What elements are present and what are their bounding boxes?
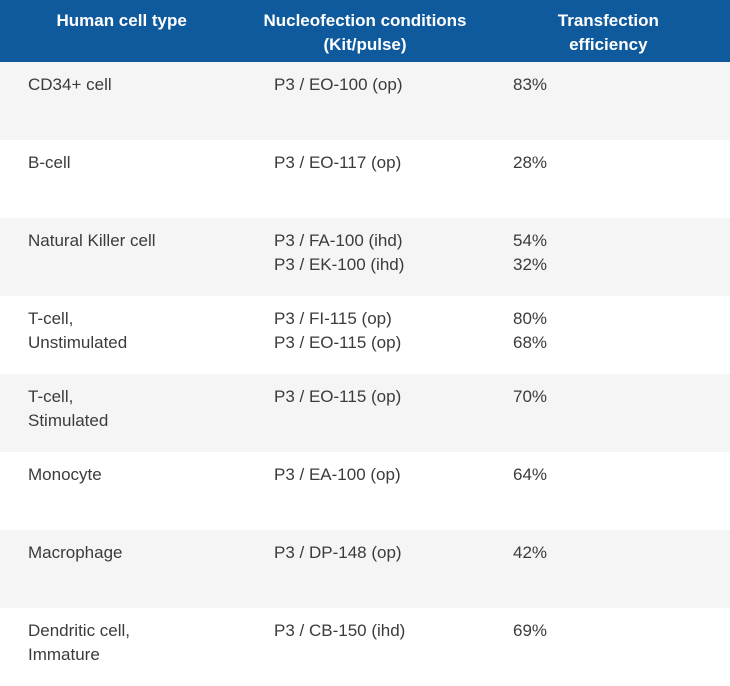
column-header-nucleofection-conditions: Nucleofection conditions (Kit/pulse): [263, 11, 467, 54]
cell-transfection-efficiency: 28%: [513, 153, 548, 172]
table-row: Macrophage P3 / DP-148 (op) 42%: [0, 530, 730, 608]
table-body: CD34+ cell P3 / EO-100 (op) 83% B-cell P3 / …: [0, 62, 730, 686]
cell-nucleofection-conditions: P3 / EA-100 (op): [274, 465, 401, 484]
cell-human-cell-type: B-cell: [28, 153, 71, 172]
cell-nucleofection-conditions: P3 / EO-117 (op): [274, 153, 402, 172]
cell-nucleofection-conditions: P3 / DP-148 (op): [274, 543, 402, 562]
cell-human-cell-type: Monocyte: [28, 465, 102, 484]
table-row: Dendritic cell, Immature P3 / CB-150 (ihd…: [0, 608, 730, 686]
cell-transfection-efficiency: 70%: [513, 387, 548, 406]
cell-transfection-efficiency: 42%: [513, 543, 548, 562]
cell-transfection-efficiency: 80% 68%: [513, 309, 548, 352]
table-row: B-cell P3 / EO-117 (op) 28%: [0, 140, 730, 218]
cell-transfection-efficiency: 54% 32%: [513, 231, 548, 274]
cell-transfection-efficiency: 69%: [513, 621, 548, 640]
table-row: T-cell, Unstimulated P3 / FI-115 (op) P3 …: [0, 296, 730, 374]
table-row: Natural Killer cell P3 / FA-100 (ihd) P3 …: [0, 218, 730, 296]
cell-human-cell-type: Dendritic cell, Immature: [28, 621, 131, 664]
column-header-human-cell-type: Human cell type: [56, 11, 187, 30]
cell-nucleofection-conditions: P3 / FI-115 (op) P3 / EO-115 (op): [274, 309, 402, 352]
cell-nucleofection-conditions: P3 / FA-100 (ihd) P3 / EK-100 (ihd): [274, 231, 405, 274]
table-row: Monocyte P3 / EA-100 (op) 64%: [0, 452, 730, 530]
cell-nucleofection-conditions: P3 / EO-115 (op): [274, 387, 402, 406]
cell-human-cell-type: Natural Killer cell: [28, 231, 156, 250]
cell-nucleofection-conditions: P3 / CB-150 (ihd): [274, 621, 406, 640]
cell-human-cell-type: CD34+ cell: [28, 75, 112, 94]
cell-transfection-efficiency: 83%: [513, 75, 548, 94]
cell-nucleofection-conditions: P3 / EO-100 (op): [274, 75, 403, 94]
table-row: CD34+ cell P3 / EO-100 (op) 83%: [0, 62, 730, 140]
cell-transfection-efficiency: 64%: [513, 465, 548, 484]
cell-human-cell-type: T-cell, Unstimulated: [28, 309, 128, 352]
table-row: T-cell, Stimulated P3 / EO-115 (op) 70%: [0, 374, 730, 452]
table-header-row: Human cell type Nucleofection conditions…: [0, 0, 730, 62]
column-header-transfection-efficiency: Transfection efficiency: [557, 11, 659, 54]
cell-human-cell-type: T-cell, Stimulated: [28, 387, 109, 430]
cell-human-cell-type: Macrophage: [28, 543, 123, 562]
